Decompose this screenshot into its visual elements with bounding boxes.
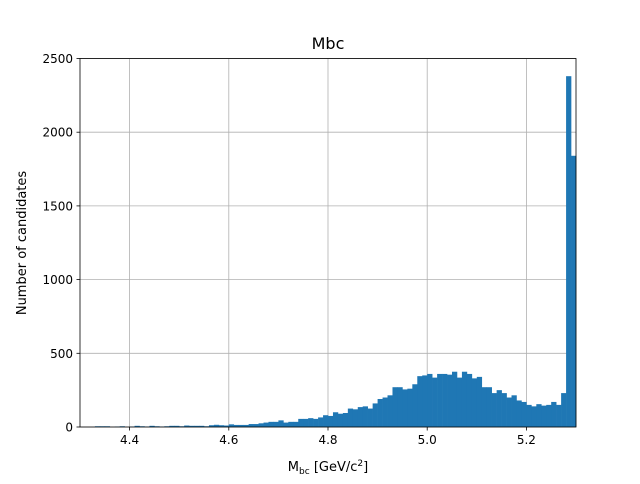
histogram-bar bbox=[328, 416, 333, 427]
histogram-bar bbox=[556, 405, 561, 427]
histogram-bar bbox=[546, 405, 551, 427]
histogram-bar bbox=[571, 156, 576, 427]
histogram-bar bbox=[313, 419, 318, 427]
histogram-bar bbox=[259, 423, 264, 427]
y-tick-label: 2000 bbox=[42, 126, 73, 140]
histogram-bar bbox=[323, 415, 328, 427]
histogram-bar bbox=[368, 409, 373, 427]
histogram-bar bbox=[333, 412, 338, 427]
histogram-bar bbox=[487, 387, 492, 427]
histogram-bar bbox=[268, 422, 273, 427]
histogram-bar bbox=[457, 378, 462, 427]
histogram-bar bbox=[343, 413, 348, 427]
histogram-bar bbox=[412, 384, 417, 427]
histogram-bars bbox=[95, 76, 576, 427]
histogram-bar bbox=[338, 414, 343, 427]
histogram-bar bbox=[447, 375, 452, 427]
histogram-bar bbox=[249, 424, 254, 427]
histogram-bar bbox=[541, 406, 546, 427]
histogram-bar bbox=[536, 404, 541, 427]
histogram-bar bbox=[497, 390, 502, 427]
histogram-bar bbox=[432, 378, 437, 427]
histogram-bar bbox=[467, 374, 472, 427]
histogram-bar bbox=[353, 409, 358, 427]
y-tick-label: 1500 bbox=[42, 199, 73, 213]
histogram-bar bbox=[402, 389, 407, 427]
x-axis-label: Mbc [GeV/c2] bbox=[288, 459, 368, 477]
histogram-bar bbox=[388, 395, 393, 427]
chart-title: Mbc bbox=[312, 34, 345, 53]
x-tick-label: 4.8 bbox=[318, 433, 337, 447]
histogram-bar bbox=[566, 76, 571, 427]
histogram-bar bbox=[477, 377, 482, 427]
y-tick-label: 500 bbox=[50, 347, 73, 361]
histogram-bar bbox=[507, 398, 512, 427]
histogram-bar bbox=[273, 422, 278, 427]
histogram-bar bbox=[516, 400, 521, 427]
x-tick-label: 5.0 bbox=[418, 433, 437, 447]
histogram-bar bbox=[521, 402, 526, 427]
histogram-bar bbox=[288, 422, 293, 427]
histogram-bar bbox=[561, 393, 566, 427]
histogram-bar bbox=[512, 395, 517, 427]
histogram-bar bbox=[278, 420, 283, 427]
histogram-bar bbox=[417, 376, 422, 427]
histogram-bar bbox=[427, 374, 432, 427]
histogram-bar bbox=[383, 398, 388, 427]
histogram-bar bbox=[442, 374, 447, 427]
histogram-bar bbox=[531, 406, 536, 427]
histogram-bar bbox=[437, 374, 442, 427]
y-tick-label: 1000 bbox=[42, 273, 73, 287]
grid-lines bbox=[80, 59, 576, 428]
histogram-bar bbox=[254, 424, 259, 427]
histogram-bar bbox=[482, 387, 487, 427]
histogram-bar bbox=[502, 393, 507, 427]
histogram-bar bbox=[422, 375, 427, 427]
histogram-bar bbox=[348, 409, 353, 427]
y-axis-label: Number of candidates bbox=[15, 171, 30, 316]
histogram-bar bbox=[363, 406, 368, 427]
histogram-bar bbox=[551, 402, 556, 427]
histogram-bar bbox=[407, 389, 412, 427]
x-tick-label: 4.4 bbox=[120, 433, 139, 447]
histogram-bar bbox=[373, 403, 378, 427]
histogram-bar bbox=[283, 423, 288, 427]
histogram-bar bbox=[308, 418, 313, 427]
histogram-bar bbox=[472, 378, 477, 427]
y-tick-label: 2500 bbox=[42, 52, 73, 66]
histogram-bar bbox=[264, 423, 269, 427]
histogram-bar bbox=[298, 419, 303, 427]
histogram-bar bbox=[358, 407, 363, 427]
histogram-bar bbox=[318, 417, 323, 427]
x-tick-label: 5.2 bbox=[517, 433, 536, 447]
x-tick-label: 4.6 bbox=[219, 433, 238, 447]
histogram-bar bbox=[526, 405, 531, 427]
histogram-bar bbox=[392, 387, 397, 427]
histogram-bar bbox=[293, 422, 298, 427]
y-tick-label: 0 bbox=[65, 421, 73, 435]
histogram-bar bbox=[462, 372, 467, 427]
histogram-bar bbox=[452, 372, 457, 427]
histogram-bar bbox=[397, 387, 402, 427]
histogram-bar bbox=[492, 393, 497, 427]
histogram-bar bbox=[378, 399, 383, 427]
histogram-bar bbox=[303, 419, 308, 427]
